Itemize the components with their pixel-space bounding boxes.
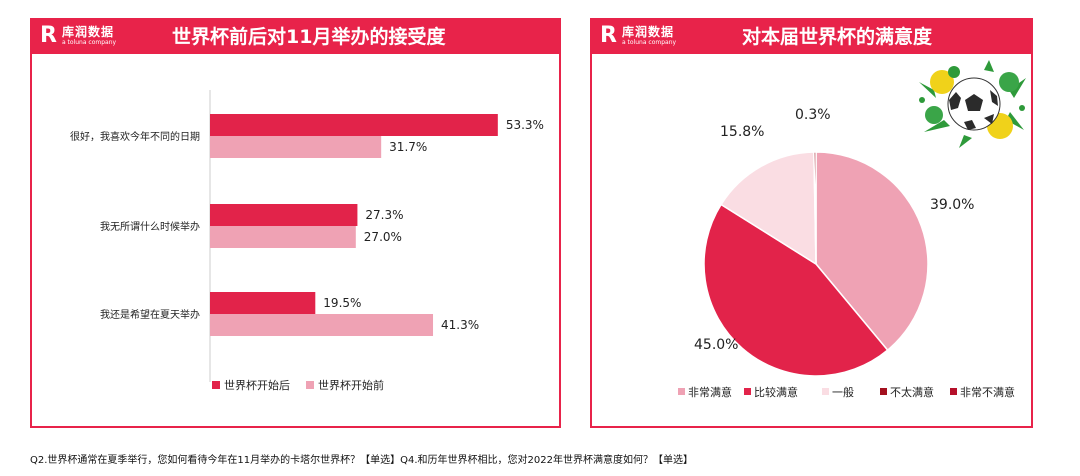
legend-label: 比较满意 <box>754 385 798 399</box>
logo-mark: R <box>600 23 617 48</box>
bar <box>210 314 434 336</box>
brand-tagline: a toluna company <box>61 39 117 46</box>
category-label: 很好，我喜欢今年不同的日期 <box>70 130 200 143</box>
brand-logo: R 库润数据 a toluna company <box>600 25 676 47</box>
slice-label: 45.0% <box>694 337 738 353</box>
pie-slice <box>815 151 929 352</box>
legend-label: 世界杯开始后 <box>224 378 290 392</box>
legend-swatch <box>306 381 314 389</box>
slice-label: 0.3% <box>795 107 831 123</box>
pie-chart: 39.0% 45.0% 15.8% 0.3% 非常满意 比较满意 一般 不太满意 非常不满意 <box>678 107 1015 399</box>
data-label: 27.0% <box>364 230 402 244</box>
bar-chart: 很好，我喜欢今年不同的日期 53.3% 31.7% 我无所谓什么时候举办 27.3% 27… <box>70 90 544 392</box>
bar <box>210 292 316 314</box>
bar <box>210 226 356 248</box>
legend-swatch <box>880 388 887 395</box>
bar <box>210 114 498 136</box>
category-label: 我无所谓什么时候举办 <box>100 220 200 233</box>
slice-label: 39.0% <box>930 197 974 213</box>
legend-label: 一般 <box>832 386 854 399</box>
data-label: 27.3% <box>365 208 403 222</box>
panel-header: R 库润数据 a toluna company 世界杯前后对11月举办的接受度 <box>32 20 559 54</box>
bar-chart-panel: R 库润数据 a toluna company 世界杯前后对11月举办的接受度 … <box>30 18 561 428</box>
data-label: 19.5% <box>323 296 361 310</box>
bar-chart-title: 世界杯前后对11月举办的接受度 <box>172 26 446 48</box>
brand-logo: R 库润数据 a toluna company <box>40 25 116 47</box>
data-label: 41.3% <box>441 318 479 332</box>
brand-name: 库润数据 <box>621 25 674 39</box>
soccer-ball-icon <box>919 60 1026 148</box>
legend-swatch <box>678 388 685 395</box>
brand-name: 库润数据 <box>61 25 114 39</box>
footnote: Q2.世界杯通常在夏季举行，您如何看待今年在11月举办的卡塔尔世界杯？【单选】Q… <box>30 455 693 466</box>
category-label: 我还是希望在夏天举办 <box>100 308 200 321</box>
legend-label: 不太满意 <box>890 385 934 399</box>
legend-label: 世界杯开始前 <box>318 378 384 392</box>
legend-swatch <box>950 388 957 395</box>
legend-swatch <box>212 381 220 389</box>
legend-label: 非常满意 <box>688 385 732 399</box>
legend-label: 非常不满意 <box>960 385 1015 399</box>
brand-tagline: a toluna company <box>621 39 677 46</box>
pie-chart-panel: R 库润数据 a toluna company 对本届世界杯的满意度 39.0%… <box>590 18 1033 428</box>
data-label: 53.3% <box>506 118 544 132</box>
bar <box>210 204 358 226</box>
data-label: 31.7% <box>389 140 427 154</box>
pie-slice <box>813 151 817 265</box>
pie-slice <box>703 203 889 377</box>
panel-header: R 库润数据 a toluna company 对本届世界杯的满意度 <box>592 20 1031 54</box>
legend-swatch <box>744 388 751 395</box>
bar <box>210 136 382 158</box>
logo-mark: R <box>40 23 57 48</box>
pie-chart-title: 对本届世界杯的满意度 <box>742 26 933 48</box>
legend-swatch <box>822 388 829 395</box>
pie-slice <box>720 151 817 266</box>
slice-label: 15.8% <box>720 124 764 140</box>
